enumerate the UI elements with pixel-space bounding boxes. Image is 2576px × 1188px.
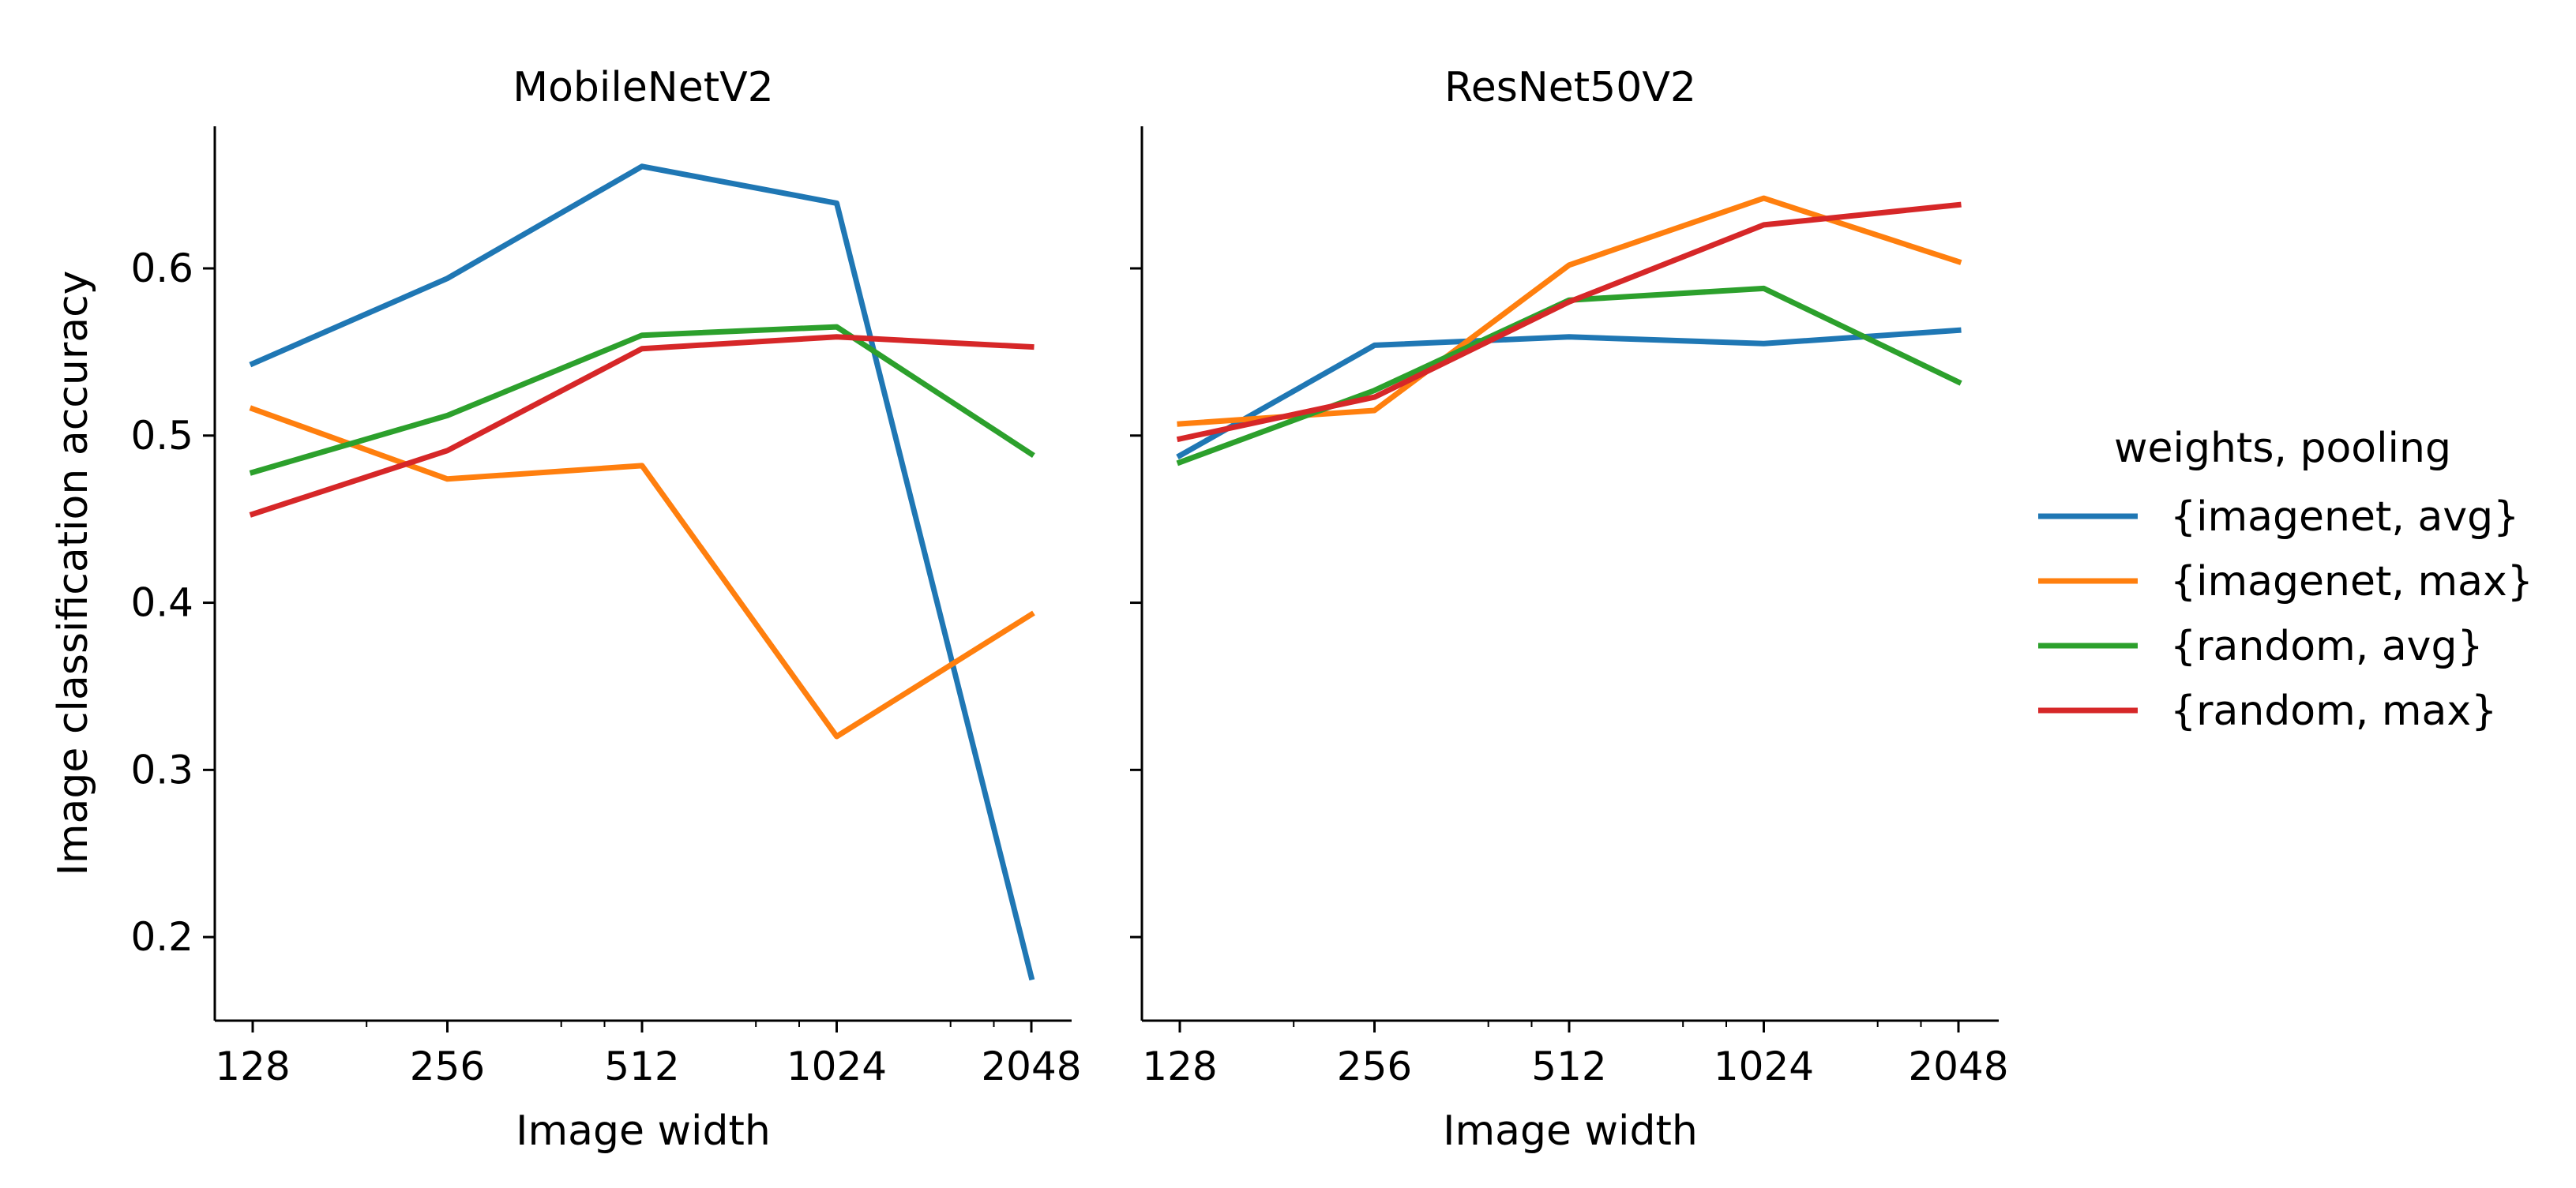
- panel-1-x-tick-label: 1024: [787, 1044, 887, 1089]
- legend-entry-label: {imagenet, max}: [2170, 558, 2533, 605]
- panel-2-series-line: [1176, 285, 1962, 467]
- y-tick-label: 0.3: [130, 747, 193, 793]
- panel-1-series-line: [249, 163, 1035, 981]
- y-tick-label: 0.6: [130, 245, 193, 291]
- legend-title: weights, pooling: [2114, 425, 2451, 472]
- panel-1-x-axis-label: Image width: [516, 1107, 771, 1155]
- panel-2-series-line: [1176, 201, 1962, 443]
- y-axis-label: Image classification accuracy: [50, 271, 97, 876]
- panel-1-x-tick-label: 256: [410, 1044, 485, 1089]
- panel-1-x-tick-label: 128: [215, 1044, 290, 1089]
- panel-1-series-line: [249, 405, 1035, 740]
- y-tick-label: 0.4: [130, 580, 193, 626]
- panel-1-x-tick-label: 512: [604, 1044, 679, 1089]
- panel-1-x-tick-label: 2048: [981, 1044, 1081, 1089]
- y-tick-label: 0.5: [130, 413, 193, 459]
- panel-2-x-tick-label: 256: [1337, 1044, 1412, 1089]
- panel-2-x-axis-label: Image width: [1443, 1107, 1698, 1155]
- panel-2-x-tick-label: 2048: [1908, 1044, 2008, 1089]
- panel-2-x-tick-label: 512: [1531, 1044, 1606, 1089]
- legend-entry-label: {random, avg}: [2170, 623, 2484, 670]
- y-tick-label: 0.2: [130, 914, 193, 960]
- panel-2-title: ResNet50V2: [1444, 64, 1696, 111]
- panel-1-series-line: [249, 334, 1035, 518]
- legend-entry-label: {random, max}: [2170, 688, 2497, 735]
- panel-2-x-tick-label: 128: [1142, 1044, 1217, 1089]
- legend-entry-label: {imagenet, avg}: [2170, 493, 2519, 541]
- panel-2-x-tick-label: 1024: [1714, 1044, 1814, 1089]
- panel-1-series-line: [249, 324, 1035, 476]
- panel-1-title: MobileNetV2: [513, 64, 774, 111]
- panel-2-series-line: [1176, 327, 1962, 459]
